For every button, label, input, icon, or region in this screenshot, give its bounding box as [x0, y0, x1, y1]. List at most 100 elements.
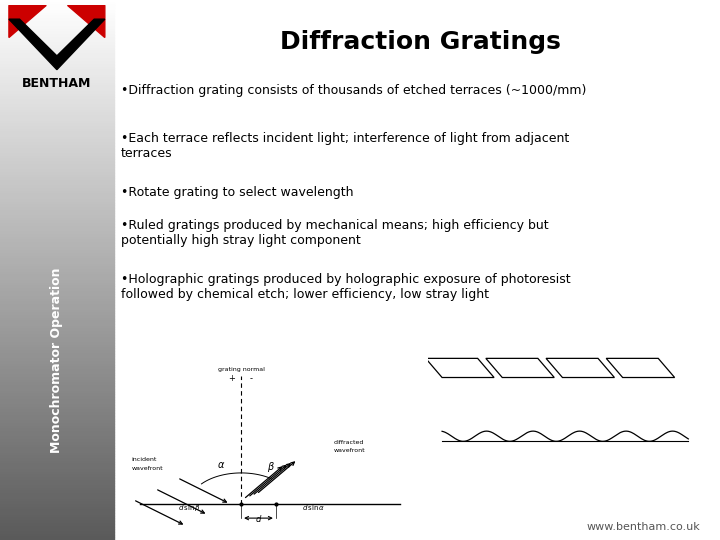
- Bar: [0, 513, 114, 516]
- Bar: [0, 113, 114, 116]
- Bar: [0, 35, 114, 38]
- Bar: [0, 281, 114, 284]
- Bar: [0, 189, 114, 192]
- Bar: [0, 216, 114, 219]
- Bar: [0, 157, 114, 159]
- Bar: [0, 151, 114, 154]
- Text: grating normal: grating normal: [217, 367, 265, 372]
- Bar: [0, 429, 114, 432]
- Bar: [0, 248, 114, 251]
- Bar: [0, 292, 114, 294]
- Bar: [0, 316, 114, 319]
- Bar: [0, 256, 114, 259]
- Bar: [0, 184, 114, 186]
- Polygon shape: [68, 5, 105, 37]
- Bar: [0, 116, 114, 119]
- Bar: [0, 364, 114, 367]
- Bar: [0, 408, 114, 410]
- Bar: [0, 16, 114, 19]
- Bar: [0, 124, 114, 127]
- Bar: [0, 332, 114, 335]
- Bar: [0, 421, 114, 424]
- Bar: [0, 354, 114, 356]
- Bar: [0, 140, 114, 143]
- Bar: [0, 68, 114, 70]
- Bar: [0, 240, 114, 243]
- Text: -: -: [250, 374, 253, 383]
- Bar: [0, 54, 114, 57]
- Bar: [0, 310, 114, 313]
- Bar: [0, 205, 114, 208]
- Bar: [0, 165, 114, 167]
- Bar: [0, 335, 114, 338]
- Bar: [0, 375, 114, 378]
- Bar: [0, 27, 114, 30]
- Bar: [0, 289, 114, 292]
- Bar: [0, 100, 114, 103]
- Bar: [0, 437, 114, 440]
- Bar: [0, 392, 114, 394]
- Bar: [0, 24, 114, 27]
- Bar: [0, 186, 114, 189]
- Bar: [0, 265, 114, 267]
- Bar: [0, 324, 114, 327]
- Bar: [0, 321, 114, 324]
- Bar: [0, 454, 114, 456]
- Bar: [0, 49, 114, 51]
- Bar: [0, 267, 114, 270]
- Text: $d\,\sin\beta$: $d\,\sin\beta$: [178, 503, 201, 514]
- Bar: [0, 65, 114, 68]
- Bar: [0, 246, 114, 248]
- Text: β: β: [267, 462, 273, 471]
- Text: www.bentham.co.uk: www.bentham.co.uk: [586, 522, 700, 532]
- Bar: [0, 97, 114, 100]
- Bar: [0, 537, 114, 540]
- Bar: [0, 127, 114, 130]
- Bar: [0, 38, 114, 40]
- Bar: [0, 84, 114, 86]
- Bar: [0, 178, 114, 181]
- Bar: [0, 8, 114, 11]
- Bar: [0, 89, 114, 92]
- Bar: [0, 51, 114, 54]
- Bar: [0, 81, 114, 84]
- Bar: [0, 170, 114, 173]
- Bar: [0, 416, 114, 418]
- Bar: [0, 494, 114, 497]
- Bar: [0, 346, 114, 348]
- Bar: [0, 383, 114, 386]
- Bar: [0, 208, 114, 211]
- Bar: [0, 526, 114, 529]
- Bar: [0, 194, 114, 197]
- Bar: [0, 224, 114, 227]
- Bar: [0, 22, 114, 24]
- Bar: [0, 340, 114, 343]
- Bar: [0, 221, 114, 224]
- Bar: [0, 284, 114, 286]
- Bar: [0, 230, 114, 232]
- Bar: [0, 202, 114, 205]
- Bar: [0, 521, 114, 524]
- Bar: [0, 251, 114, 254]
- Bar: [0, 94, 114, 97]
- Polygon shape: [9, 19, 105, 70]
- Bar: [0, 232, 114, 235]
- Bar: [0, 351, 114, 354]
- Bar: [0, 516, 114, 518]
- Bar: [0, 410, 114, 413]
- Bar: [0, 338, 114, 340]
- Bar: [0, 418, 114, 421]
- Bar: [0, 254, 114, 256]
- Bar: [0, 505, 114, 508]
- Bar: [0, 481, 114, 483]
- Bar: [0, 57, 114, 59]
- Bar: [0, 14, 114, 16]
- Bar: [0, 389, 114, 392]
- Text: wavefront: wavefront: [333, 448, 365, 454]
- Bar: [0, 405, 114, 408]
- Bar: [0, 448, 114, 451]
- Text: Diffraction Gratings: Diffraction Gratings: [279, 30, 560, 54]
- Bar: [0, 535, 114, 537]
- Text: •Rotate grating to select wavelength: •Rotate grating to select wavelength: [121, 186, 354, 199]
- Bar: [0, 402, 114, 405]
